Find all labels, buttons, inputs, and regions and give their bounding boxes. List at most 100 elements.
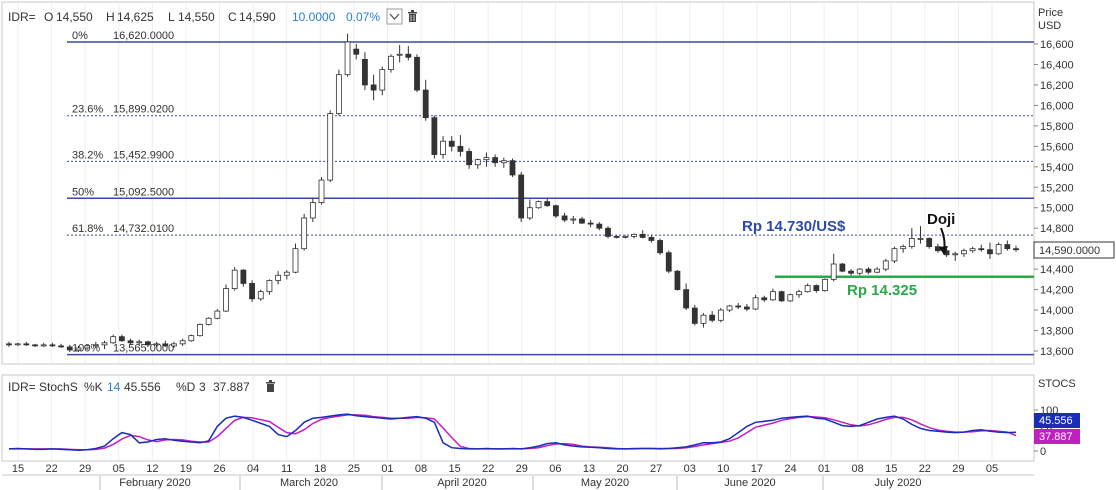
candle [40, 342, 47, 347]
candle-body [101, 342, 108, 346]
candle [223, 284, 229, 313]
candle-body [422, 89, 429, 119]
candle-body [214, 310, 221, 319]
stoch-tick-label: 0 [1040, 446, 1046, 458]
candle-body [787, 294, 794, 302]
candle [952, 251, 959, 261]
candle [197, 323, 203, 337]
candle-body [344, 41, 351, 76]
candle [605, 226, 611, 239]
x-month-label: May 2020 [581, 477, 629, 489]
candle [283, 270, 290, 280]
candle-body [804, 285, 811, 293]
candle-body [84, 345, 91, 349]
candle-body [188, 335, 195, 342]
candle [327, 110, 334, 183]
candle-body [518, 174, 525, 219]
candle [796, 289, 802, 298]
candle [509, 158, 516, 178]
candle-body [362, 58, 368, 86]
header-low: 14,550 [178, 10, 215, 24]
candle-body [379, 69, 386, 91]
candle [448, 136, 455, 152]
chevron-down-icon[interactable] [386, 8, 403, 25]
candle-body [978, 248, 985, 251]
header-close-label: C [228, 10, 237, 24]
candle [674, 270, 681, 291]
x-day-label: 22 [482, 463, 494, 475]
fib-percent-label: 38.2% [72, 149, 103, 161]
candle [101, 340, 108, 349]
price-tick-label: 13,800 [1040, 326, 1074, 338]
fibonacci-levels: 0% 16,620.0000 23.6% 15,899.0200 38.2% 15,452… [67, 30, 1034, 356]
header-close: 14,590 [239, 10, 276, 24]
candle [318, 177, 325, 205]
x-day-label: 27 [650, 463, 662, 475]
x-day-label: 19 [180, 463, 192, 475]
x-month-label: February 2020 [119, 477, 191, 489]
candle-body [865, 268, 872, 273]
candle [344, 33, 351, 77]
candle [978, 244, 985, 252]
stoch-k-badge-value: 45.556 [1039, 415, 1073, 427]
x-day-label: 18 [314, 463, 326, 475]
stoch-trash-icon[interactable] [266, 380, 275, 392]
x-month-label: April 2020 [437, 477, 487, 489]
candle-body [691, 307, 698, 324]
candle [657, 238, 663, 255]
candle-body [839, 263, 846, 272]
candle [379, 66, 386, 96]
candle [908, 228, 915, 249]
candle-body [249, 283, 255, 300]
candle [570, 215, 577, 225]
stoch-title: IDR= StochS [8, 380, 78, 394]
x-day-label: 05 [986, 463, 998, 475]
candle-body [197, 323, 203, 337]
candle [900, 244, 907, 253]
trash-icon[interactable] [408, 10, 417, 22]
candle-body [448, 140, 455, 147]
price-axis-title: Price [1038, 7, 1063, 19]
candle [301, 213, 308, 251]
candle-body [579, 218, 585, 224]
candle [700, 313, 707, 328]
candle [639, 230, 646, 239]
x-day-label: 15 [12, 463, 24, 475]
candle-body [240, 269, 247, 284]
candle-body [405, 53, 412, 58]
price-tick-label: 15,200 [1040, 182, 1074, 194]
candle-body [700, 314, 707, 324]
candle [127, 338, 134, 345]
candle-body [144, 341, 151, 346]
candle [735, 302, 742, 310]
candle [396, 45, 403, 63]
candle-body [6, 343, 12, 346]
candle [388, 54, 394, 73]
candle-body [257, 291, 264, 300]
candle-body [353, 48, 360, 55]
x-day-label: 29 [79, 463, 91, 475]
candle [587, 220, 594, 228]
x-day-label: 22 [919, 463, 931, 475]
candle [171, 341, 177, 348]
stoch-k-line [8, 413, 1017, 451]
candle [431, 115, 438, 159]
candle-body [648, 237, 655, 241]
candle-body [32, 344, 38, 347]
x-day-label: 12 [146, 463, 158, 475]
candle-body [492, 157, 499, 164]
candle [813, 284, 820, 293]
x-day-label: 13 [583, 463, 595, 475]
candle [874, 267, 881, 274]
candlestick-series [6, 33, 1019, 353]
candle [466, 148, 472, 169]
stoch-k-value: 45.556 [124, 380, 161, 394]
candle [58, 343, 64, 348]
candle-body [66, 346, 73, 351]
header-change-pct: 0.07% [346, 10, 380, 24]
doji-arrow-icon [939, 227, 948, 255]
candle-body [153, 343, 160, 346]
header-change: 10.0000 [292, 10, 336, 24]
candle-body [1004, 244, 1011, 250]
x-day-label: 15 [448, 463, 460, 475]
